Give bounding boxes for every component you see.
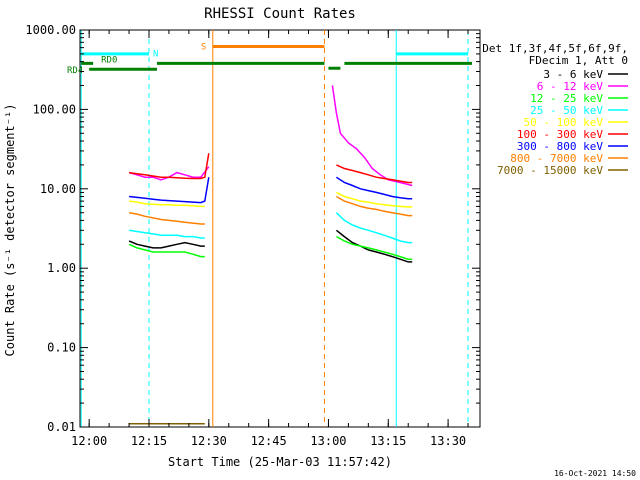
chart-title: RHESSI Count Rates xyxy=(204,6,356,22)
legend-entry-label: 25 - 50 keV xyxy=(530,104,603,117)
x-tick-label: 13:30 xyxy=(430,434,466,448)
y-axis-ticks: 0.01 0.10 1.00 10.00 100.00 1000.00 xyxy=(25,23,480,434)
series-line xyxy=(331,85,413,187)
x-axis-label: Start Time (25-Mar-03 11:57:42) xyxy=(168,455,392,469)
series-line xyxy=(128,211,205,225)
series-line xyxy=(128,243,205,258)
y-tick-label: 0.01 xyxy=(47,420,76,434)
y-tick-label: 0.10 xyxy=(47,341,76,355)
y-axis-label: Count Rate (s⁻¹ detector segment⁻¹) xyxy=(3,104,17,357)
series-line xyxy=(128,240,205,249)
x-tick-label: 13:00 xyxy=(310,434,346,448)
legend-entry-label: 300 - 800 keV xyxy=(517,140,603,153)
x-tick-label: 12:15 xyxy=(131,434,167,448)
series-line xyxy=(336,191,413,208)
series-line xyxy=(336,235,413,260)
legend-entry-label: 12 - 25 keV xyxy=(530,92,603,105)
series-line xyxy=(335,176,413,200)
legend-entry-label: 50 - 100 keV xyxy=(524,116,604,129)
series-line xyxy=(129,200,205,208)
legend-entry-label: 800 - 7000 keV xyxy=(510,152,603,165)
series-line xyxy=(129,177,210,204)
plot-frame xyxy=(79,29,481,428)
annotation-n: N xyxy=(153,50,158,60)
series-line xyxy=(336,195,413,217)
series-line xyxy=(128,153,210,180)
series-group xyxy=(128,85,413,425)
x-tick-label: 13:15 xyxy=(370,434,406,448)
legend-header-line: Det 1f,3f,4f,5f,6f,9f, xyxy=(482,42,628,55)
y-tick-label: 1000.00 xyxy=(25,23,76,37)
y-tick-label: 10.00 xyxy=(40,182,76,196)
series-line xyxy=(335,212,413,244)
annotation-rd0: RD0 xyxy=(101,55,117,65)
flag-bars xyxy=(81,44,473,71)
series-line xyxy=(336,164,413,184)
flag-vertical-lines xyxy=(80,30,469,427)
x-tick-label: 12:30 xyxy=(191,434,227,448)
legend-entry-label: 3 - 6 keV xyxy=(543,68,603,81)
footer-date: 16-Oct-2021 14:50 xyxy=(554,469,636,478)
flag-annotations: RD0 RD4 N S xyxy=(67,42,206,75)
x-axis-ticks: 12:00 12:15 12:30 12:45 13:00 13:15 13:30 xyxy=(71,30,469,448)
x-tick-label: 12:00 xyxy=(71,434,107,448)
annotation-s: S xyxy=(201,42,206,52)
series-line xyxy=(128,229,205,239)
annotation-rd4: RD4 xyxy=(67,66,83,76)
legend-header-line: FDecim 1, Att 0 xyxy=(529,54,628,67)
legend-entry-label: 6 - 12 keV xyxy=(537,80,604,93)
legend: Det 1f,3f,4f,5f,6f,9f,FDecim 1, Att 03 -… xyxy=(482,42,628,177)
y-tick-label: 100.00 xyxy=(33,102,76,116)
legend-entry-label: 7000 - 15000 keV xyxy=(497,164,603,177)
series-line xyxy=(335,229,413,263)
y-tick-label: 1.00 xyxy=(47,261,76,275)
legend-entry-label: 100 - 300 keV xyxy=(517,128,603,141)
x-tick-label: 12:45 xyxy=(251,434,287,448)
